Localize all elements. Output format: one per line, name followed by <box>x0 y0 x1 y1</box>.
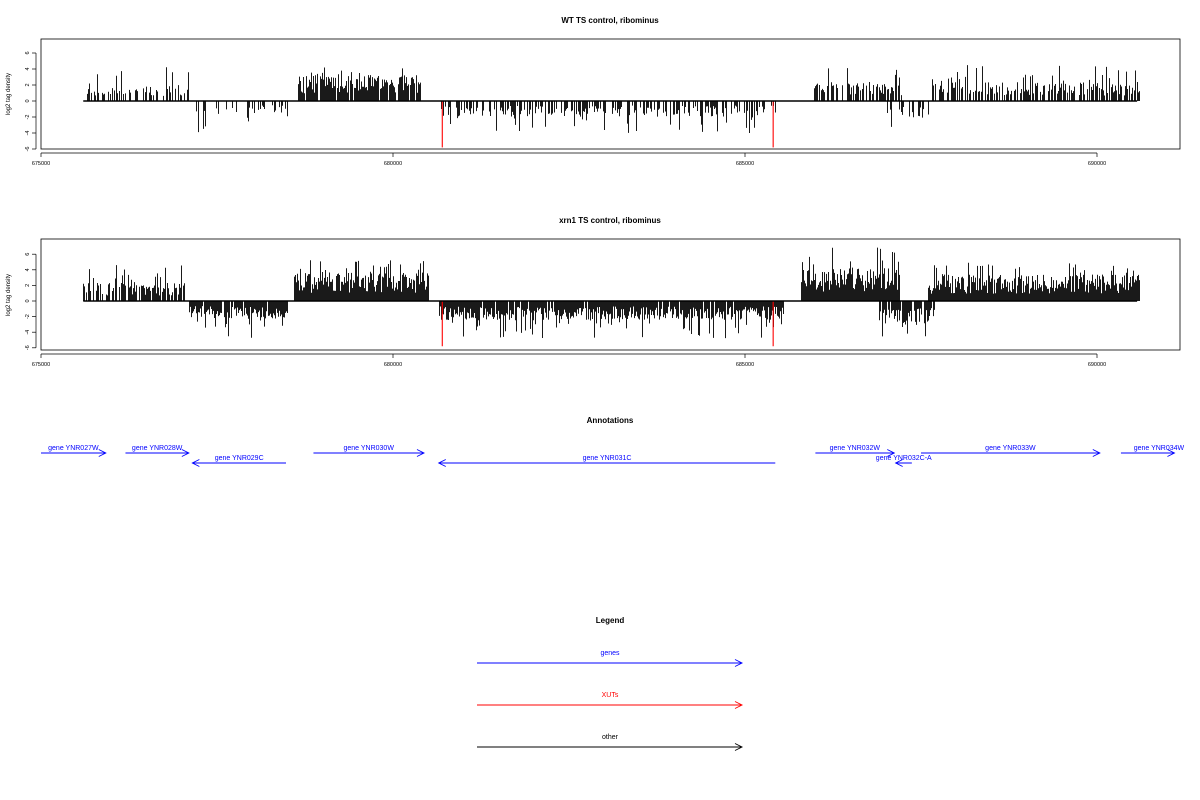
wt-x-axis: 675000 680000 685000 690000 <box>32 152 1106 167</box>
xrn1-y-axis: -6 -4 -2 0 2 4 6 <box>25 253 37 350</box>
xrn1-plot-frame <box>40 238 1181 351</box>
gene-arrow: gene YNR028W <box>125 445 190 457</box>
gene-arrow: gene YNR027W <box>41 445 107 457</box>
gene-label: gene YNR032C-A <box>876 455 932 462</box>
gene-label: gene YNR030W <box>343 445 394 452</box>
x-tick-label: 685000 <box>736 362 754 368</box>
legend-item: XUTs <box>477 692 744 709</box>
y-tick-label: -6 <box>25 147 31 152</box>
y-tick-label: -4 <box>25 131 31 136</box>
arrow-head <box>1167 449 1176 457</box>
arrow-head <box>437 459 446 467</box>
legend-label: XUTs <box>602 692 619 699</box>
gene-label: gene YNR028W <box>132 445 183 452</box>
legend-title: Legend <box>596 616 625 625</box>
x-tick-label: 675000 <box>32 362 50 368</box>
wt-panel: WT TS control, ribominus log2 tag densit… <box>6 16 1181 167</box>
arrow-head <box>894 459 903 467</box>
arrow-head <box>98 449 107 457</box>
y-tick-label: 2 <box>25 284 31 287</box>
annotations-title: Annotations <box>587 416 634 425</box>
legend-item: other <box>477 734 744 751</box>
gene-arrow: gene YNR029C <box>191 455 286 467</box>
gene-annotation-track: gene YNR027W gene YNR028W gene YNR029C gene… <box>41 445 1185 467</box>
arrow-head <box>181 449 190 457</box>
xrn1-panel-title: xrn1 TS control, ribominus <box>559 216 661 225</box>
wt-panel-title: WT TS control, ribominus <box>561 16 659 25</box>
legend-item: genes <box>477 650 744 667</box>
y-tick-label: 0 <box>25 99 31 102</box>
x-tick-label: 685000 <box>736 161 754 167</box>
gene-label: gene YNR033W <box>985 445 1036 452</box>
legend-label: other <box>602 734 619 741</box>
y-tick-label: 6 <box>25 253 31 256</box>
gene-arrow: gene YNR032W <box>815 445 896 457</box>
y-tick-label: 0 <box>25 299 31 302</box>
legend-items: genes XUTs other <box>477 650 744 751</box>
arrow-head <box>887 449 896 457</box>
gene-arrow: gene YNR034W <box>1120 445 1185 457</box>
gene-arrow: gene YNR031C <box>437 455 776 467</box>
arrow-head <box>1092 449 1101 457</box>
gene-arrow: gene YNR032C-A <box>876 455 932 467</box>
arrow-head <box>734 659 744 667</box>
xrn1-y-axis-label: log2 tag density <box>6 274 12 316</box>
x-tick-label: 690000 <box>1088 362 1106 368</box>
xrn1-x-axis: 675000 680000 685000 690000 <box>32 353 1106 368</box>
x-tick-label: 675000 <box>32 161 50 167</box>
wt-y-axis-label: log2 tag density <box>6 73 12 115</box>
arrow-head <box>734 701 744 709</box>
gene-arrow: gene YNR033W <box>921 445 1101 457</box>
y-tick-label: -2 <box>25 314 31 319</box>
legend-panel: Legend genes XUTs other <box>477 616 744 751</box>
xrn1-panel: xrn1 TS control, ribominus log2 tag dens… <box>6 216 1181 368</box>
xrn1-bars <box>83 247 1140 347</box>
gene-label: gene YNR031C <box>583 455 632 462</box>
y-tick-label: -4 <box>25 330 31 335</box>
gene-label: gene YNR034W <box>1134 445 1185 452</box>
y-tick-label: 4 <box>25 67 31 70</box>
annotations-panel: Annotations gene YNR027W gene YNR028Wgene… <box>41 416 1185 467</box>
y-tick-label: -2 <box>25 115 31 120</box>
wt-y-axis: -6 -4 -2 0 2 4 6 <box>25 51 37 152</box>
y-tick-label: 6 <box>25 51 31 54</box>
x-tick-label: 680000 <box>384 362 402 368</box>
x-tick-label: 680000 <box>384 161 402 167</box>
legend-label: genes <box>600 650 620 657</box>
arrow-head <box>734 743 744 751</box>
gene-label: gene YNR029C <box>215 455 264 462</box>
arrow-head <box>416 449 425 457</box>
gene-arrow: gene YNR030W <box>313 445 425 457</box>
gene-label: gene YNR027W <box>48 445 99 452</box>
y-tick-label: 4 <box>25 268 31 271</box>
wt-bars <box>87 65 1140 148</box>
y-tick-label: -6 <box>25 345 31 350</box>
arrow-head <box>191 459 200 467</box>
x-tick-label: 690000 <box>1088 161 1106 167</box>
gene-label: gene YNR032W <box>830 445 881 452</box>
y-tick-label: 2 <box>25 83 31 86</box>
wt-plot-frame <box>40 38 1181 150</box>
